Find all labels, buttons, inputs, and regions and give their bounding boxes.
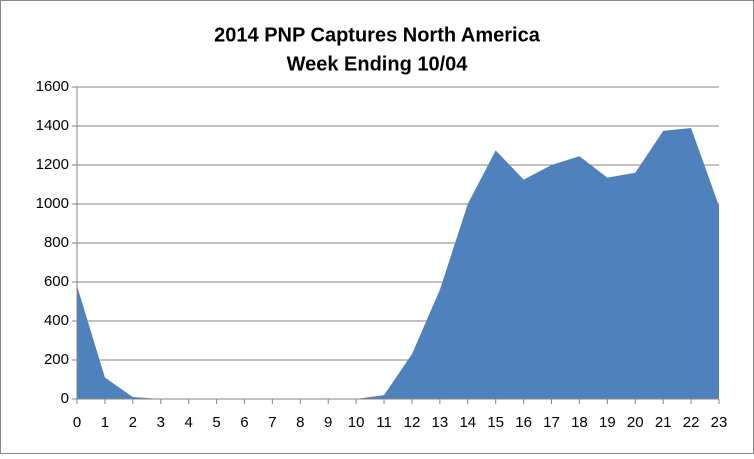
x-tick-label: 2	[129, 414, 137, 431]
x-tick-label: 3	[157, 414, 165, 431]
x-tick-label: 13	[432, 414, 449, 431]
x-tick-label: 20	[627, 414, 644, 431]
x-tick-label: 21	[655, 414, 672, 431]
x-tick-label: 19	[599, 414, 616, 431]
x-tick-label: 9	[324, 414, 332, 431]
y-tick-label: 1000	[36, 195, 69, 212]
x-tick-label: 10	[348, 414, 365, 431]
y-tick-label: 400	[44, 312, 69, 329]
x-tick-label: 5	[212, 414, 220, 431]
y-tick-label: 0	[61, 390, 69, 407]
x-tick-label: 16	[515, 414, 532, 431]
x-tick-label: 1	[101, 414, 109, 431]
x-tick-label: 6	[240, 414, 248, 431]
y-tick-label: 1600	[36, 78, 69, 95]
y-tick-label: 200	[44, 351, 69, 368]
x-tick-label: 17	[543, 414, 560, 431]
y-tick-label: 1400	[36, 117, 69, 134]
x-tick-label: 12	[404, 414, 421, 431]
chart-title: 2014 PNP Captures North America	[214, 24, 541, 46]
x-tick-label: 7	[268, 414, 276, 431]
x-tick-label: 15	[487, 414, 504, 431]
x-tick-label: 11	[376, 414, 392, 431]
y-tick-label: 600	[44, 273, 69, 290]
area	[77, 127, 719, 399]
y-tick-label: 1200	[36, 156, 69, 173]
x-tick-label: 4	[184, 414, 192, 431]
x-tick-label: 8	[296, 414, 304, 431]
x-tick-label: 18	[571, 414, 588, 431]
x-tick-label: 0	[73, 414, 81, 431]
x-tick-label: 14	[459, 414, 476, 431]
y-tick-label: 800	[44, 234, 69, 251]
x-tick-label: 22	[683, 414, 700, 431]
chart-subtitle: Week Ending 10/04	[287, 53, 469, 75]
x-tick-label: 23	[711, 414, 728, 431]
